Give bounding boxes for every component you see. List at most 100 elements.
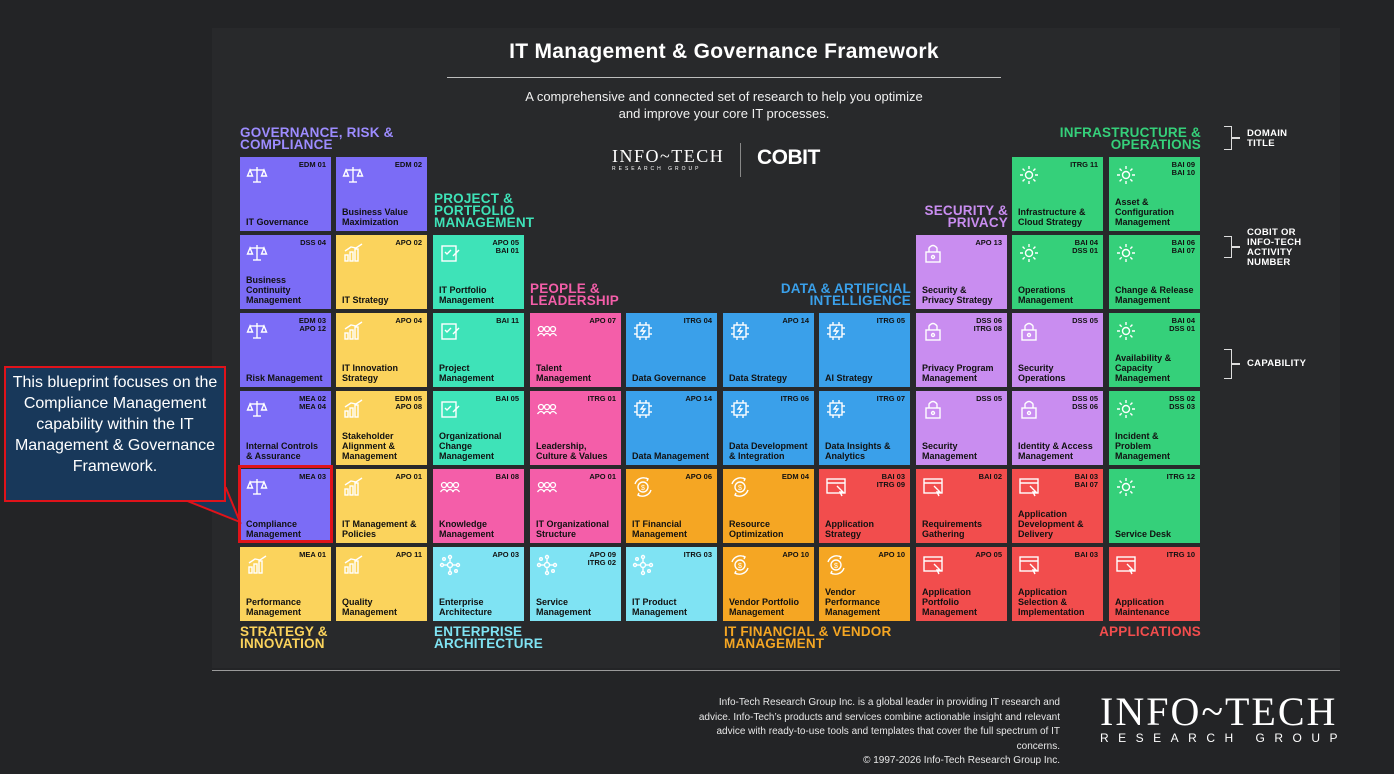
gear-icon: [1115, 242, 1137, 264]
people-icon: [536, 398, 558, 420]
capability-tile: DSS 02 DSS 03 Incident & Problem Manageme…: [1109, 391, 1200, 465]
activity-code: ITRG 07: [876, 394, 905, 403]
activity-code: APO 11: [395, 550, 422, 559]
chart-icon: [342, 320, 364, 342]
capability-label: Knowledge Management: [439, 519, 495, 539]
capability-label: IT Product Management: [632, 597, 688, 617]
activity-code: BAI 11: [496, 316, 519, 325]
capability-label: Identity & Access Management: [1018, 441, 1093, 461]
capability-tile: APO 01 IT Organizational Structure: [530, 469, 621, 543]
capability-label: Application Maintenance: [1115, 597, 1170, 617]
scales-icon: [246, 476, 268, 498]
capability-tile: DSS 05 DSS 06 Identity & Access Managemen…: [1012, 391, 1103, 465]
capability-label: Compliance Management: [246, 519, 302, 539]
coin-icon: $: [729, 554, 751, 576]
legend-brace-activity: [1224, 236, 1232, 258]
capability-tile: BAI 03 ITRG 09 Application Strategy: [819, 469, 910, 543]
capability-label: Data Governance: [632, 373, 707, 383]
window-icon: [1018, 554, 1040, 576]
capability-tile: $ APO 10 Vendor Portfolio Management: [723, 547, 814, 621]
callout-box: This blueprint focuses on the Compliance…: [4, 366, 226, 502]
lock-icon: [1018, 398, 1040, 420]
capability-label: IT Portfolio Management: [439, 285, 495, 305]
capability-tile: DSS 05 Security Operations: [1012, 313, 1103, 387]
chip-icon: [825, 398, 847, 420]
capability-label: Data Development & Integration: [729, 441, 808, 461]
capability-tile: BAI 03 BAI 07 Application Development & D…: [1012, 469, 1103, 543]
gear-icon: [1018, 164, 1040, 186]
capability-label: Security & Privacy Strategy: [922, 285, 993, 305]
activity-code: EDM 03 APO 12: [298, 316, 326, 333]
brand-divider: [740, 143, 741, 177]
capability-label: Security Operations: [1018, 363, 1066, 383]
chip-icon: [729, 320, 751, 342]
capability-tile: EDM 01 IT Governance: [240, 157, 331, 231]
domain-title-ppm: PROJECT & PORTFOLIO MANAGEMENT: [434, 191, 535, 230]
activity-code: EDM 02: [394, 160, 422, 169]
capability-tile: EDM 03 APO 12 Risk Management: [240, 313, 331, 387]
activity-code: EDM 01: [298, 160, 326, 169]
capability-tile: ITRG 10 Application Maintenance: [1109, 547, 1200, 621]
compliance-highlight-frame: [238, 465, 333, 543]
capability-tile: APO 01 IT Management & Policies: [336, 469, 427, 543]
network-icon: [439, 554, 461, 576]
capability-tile: APO 05 Application Portfolio Management: [916, 547, 1007, 621]
capability-tile: APO 11 Quality Management: [336, 547, 427, 621]
capability-tile: BAI 09 BAI 10 Asset & Configuration Manag…: [1109, 157, 1200, 231]
domain-title-strategy: STRATEGY & INNOVATION: [240, 624, 328, 651]
activity-code: BAI 03 BAI 07: [1074, 472, 1098, 489]
lock-icon: [922, 242, 944, 264]
capability-label: Business Continuity Management: [246, 275, 302, 305]
window-icon: [922, 476, 944, 498]
activity-code: ITRG 10: [1166, 550, 1195, 559]
activity-code: ITRG 03: [683, 550, 712, 559]
scales-icon: [246, 164, 268, 186]
lock-icon: [922, 398, 944, 420]
domain-title-grc: GOVERNANCE, RISK & COMPLIANCE: [240, 125, 394, 152]
gear-icon: [1115, 476, 1137, 498]
chart-icon: [342, 398, 364, 420]
activity-code: BAI 04 DSS 01: [1072, 238, 1098, 255]
capability-label: Change & Release Management: [1115, 285, 1194, 305]
activity-code: ITRG 12: [1166, 472, 1195, 481]
footer-copyright: © 1997-2026 Info-Tech Research Group Inc…: [863, 755, 1060, 766]
capability-label: Operations Management: [1018, 285, 1074, 305]
activity-code: ITRG 06: [780, 394, 809, 403]
capability-label: IT Governance: [246, 217, 309, 227]
chart-icon: [342, 476, 364, 498]
activity-code: APO 10: [782, 550, 809, 559]
capability-label: Talent Management: [536, 363, 592, 383]
activity-code: EDM 04: [781, 472, 809, 481]
footer-description: Info-Tech Research Group Inc. is a globa…: [676, 696, 1060, 769]
activity-code: MEA 02 MEA 04: [299, 394, 326, 411]
capability-label: IT Strategy: [342, 295, 389, 305]
capability-tile: BAI 02 Requirements Gathering: [916, 469, 1007, 543]
capability-label: Stakeholder Alignment & Management: [342, 431, 398, 461]
capability-tile: $ APO 06 IT Financial Management: [626, 469, 717, 543]
window-icon: [922, 554, 944, 576]
footer-line-2: advice. Info-Tech’s products and service…: [698, 711, 1060, 723]
capability-tile: APO 07 Talent Management: [530, 313, 621, 387]
capability-tile: $ EDM 04 Resource Optimization: [723, 469, 814, 543]
capability-tile: BAI 04 DSS 01 Operations Management: [1012, 235, 1103, 309]
activity-code: BAI 03: [1074, 550, 1098, 559]
svg-text:$: $: [641, 485, 645, 492]
capability-tile: ITRG 03 IT Product Management: [626, 547, 717, 621]
activity-code: BAI 03 ITRG 09: [876, 472, 905, 489]
capability-label: Leadership, Culture & Values: [536, 441, 608, 461]
capability-tile: DSS 05 Security Management: [916, 391, 1007, 465]
activity-code: BAI 09 BAI 10: [1171, 160, 1195, 177]
legend-domain-title: DOMAIN TITLE: [1247, 128, 1288, 149]
activity-code: BAI 04 DSS 01: [1169, 316, 1195, 333]
capability-tile: EDM 05 APO 08 Stakeholder Alignment & Man…: [336, 391, 427, 465]
scales-icon: [246, 320, 268, 342]
capability-tile: APO 13 Security & Privacy Strategy: [916, 235, 1007, 309]
capability-tile: $ APO 10 Vendor Performance Management: [819, 547, 910, 621]
capability-label: AI Strategy: [825, 373, 873, 383]
capability-label: Data Insights & Analytics: [825, 441, 891, 461]
capability-tile: ITRG 01 Leadership, Culture & Values: [530, 391, 621, 465]
page-title: IT Management & Governance Framework: [509, 40, 939, 63]
svg-text:$: $: [738, 563, 742, 570]
capability-label: Application Strategy: [825, 519, 874, 539]
activity-code: BAI 05: [495, 394, 519, 403]
